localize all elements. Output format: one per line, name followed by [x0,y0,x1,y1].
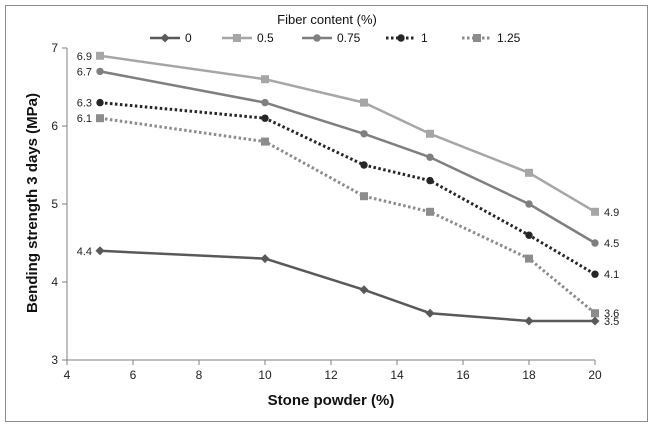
data-point [426,129,434,138]
x-tick-label: 10 [258,368,272,382]
legend-marker [160,33,170,43]
x-tick-label: 4 [64,368,71,382]
y-tick-label: 7 [51,41,58,55]
legend-item-1.25: 1.25 [462,31,521,45]
data-label: 4.4 [77,246,92,258]
data-point [426,176,434,185]
x-tick-label: 6 [130,368,137,382]
data-point [96,51,104,60]
legend-label: 0.75 [337,31,361,45]
series-1: 6.3 4.1 [77,98,620,282]
data-point [261,75,269,84]
legend-item-0.75: 0.75 [302,31,361,45]
data-point [360,192,368,201]
data-label: 6.9 [77,51,92,63]
data-point [360,98,368,107]
y-tick-label: 5 [51,197,58,211]
data-point [360,161,368,169]
y-tick-label: 3 [51,353,58,367]
legend-label: 0 [185,31,192,45]
series-0.5: 6.9 4.9 [77,51,620,219]
data-point [426,207,434,216]
legend-marker [313,34,321,42]
data-label: 3.5 [604,316,619,328]
y-tick-label: 6 [51,119,58,133]
x-tick-label: 16 [456,368,470,382]
legend-marker [233,34,241,42]
legend-label: 0.5 [257,31,274,45]
series-line [99,54,596,213]
data-point [591,270,599,278]
series-1.25: 6.1 3.6 [77,113,620,320]
legend-title: Fiber content (%) [277,12,377,27]
data-label: 4.1 [604,269,619,281]
legend-item-0.5: 0.5 [222,31,274,45]
data-point [525,254,533,263]
data-point [426,153,434,161]
x-tick-label: 12 [324,368,338,382]
legend-label: 1 [421,31,428,45]
data-point [591,207,599,216]
y-axis-title: Bending strength 3 days (MPa) [24,93,41,313]
legend-marker [397,34,405,42]
data-point [524,316,534,326]
legend: 0 0.5 0.75 1 1.25 [150,31,521,45]
legend-marker [473,34,481,42]
legend-item-1: 1 [386,31,428,45]
series-line [99,249,595,323]
data-point [261,114,269,122]
data-point [525,231,533,239]
y-tick-label: 4 [51,275,58,289]
data-point [590,316,600,326]
legend-label: 1.25 [497,31,521,45]
series-0: 4.4 3.5 [77,246,620,328]
data-point [96,114,104,123]
data-point [260,254,270,264]
x-tick-label: 14 [390,368,404,382]
data-point [525,200,533,208]
x-axis-title: Stone powder (%) [268,392,395,409]
data-point [525,168,533,177]
data-point [96,67,104,76]
data-point [591,309,599,318]
data-point [360,130,368,138]
x-tick-label: 18 [522,368,536,382]
x-tick-label: 20 [588,368,602,382]
legend-item-0: 0 [150,31,192,45]
data-point [96,98,104,107]
series-layer: 4.4 3.5 6.9 4.9 6.7 4.5 6.3 4.1 6.1 3.6 [77,51,620,328]
data-point [359,285,369,295]
data-label: 4.9 [604,207,619,219]
data-label: 6.1 [77,113,92,125]
data-label: 6.3 [77,98,92,110]
data-point [95,246,105,256]
data-label: 3.6 [604,308,619,320]
data-point [591,239,599,247]
data-point [261,98,269,107]
x-tick-label: 8 [196,368,203,382]
series-line [99,70,596,245]
data-point [425,308,435,318]
series-line [99,116,596,315]
series-0.75: 6.7 4.5 [77,66,620,250]
data-point [261,137,269,146]
data-label: 4.5 [604,238,619,250]
data-label: 6.7 [77,66,92,78]
